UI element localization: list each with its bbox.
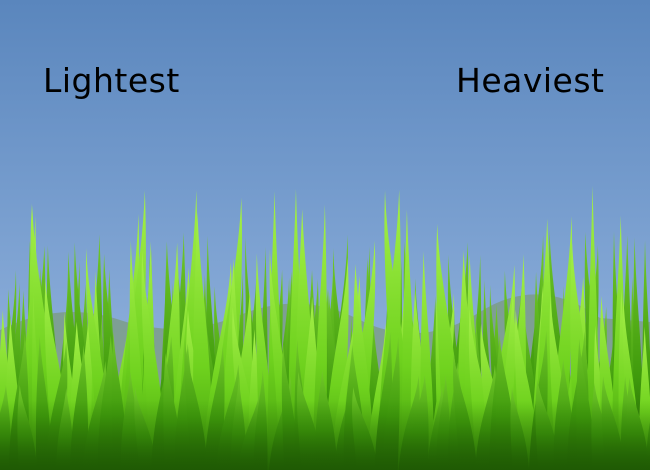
label-heaviest: Heaviest: [456, 61, 605, 100]
ground-shade: [0, 400, 650, 470]
label-lightest: Lightest: [43, 61, 180, 100]
